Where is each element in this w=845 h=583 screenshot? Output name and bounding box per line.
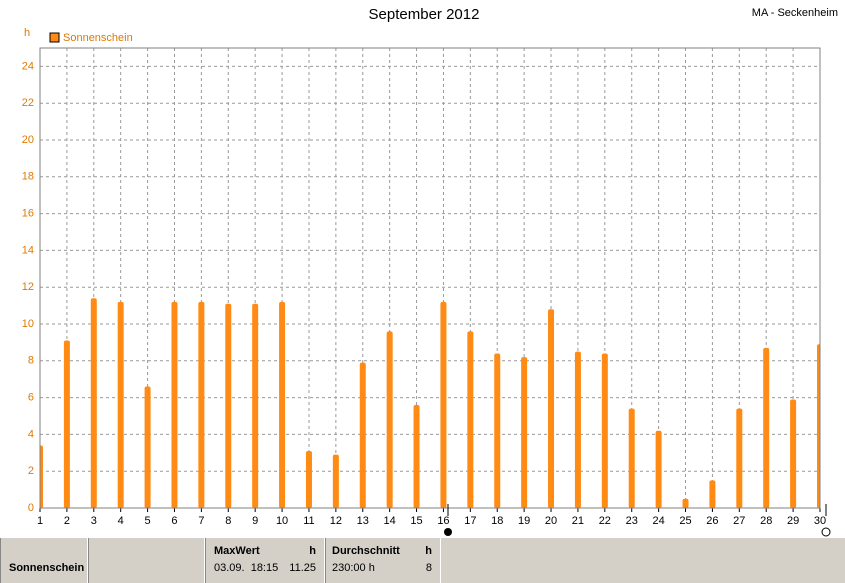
bar: [790, 399, 797, 508]
x-tick-label: 27: [733, 515, 745, 527]
x-tick-label: 22: [599, 515, 611, 527]
table-cell: MaxWert h 03.09. 18:15 11.25: [205, 538, 325, 583]
station: MA - Seckenheim: [752, 7, 838, 19]
x-tick-label: 10: [276, 515, 288, 527]
bar: [117, 301, 124, 508]
col-unit: h: [309, 545, 316, 557]
bar: [359, 362, 366, 508]
row-label: Sonnenschein: [9, 562, 85, 574]
y-tick-label: 4: [28, 428, 34, 440]
y-tick-label: 20: [22, 134, 34, 146]
y-tick-label: 2: [28, 465, 34, 477]
x-tick-label: 12: [330, 515, 342, 527]
x-tick-label: 23: [626, 515, 638, 527]
bar: [682, 498, 689, 508]
y-tick-label: 24: [22, 60, 34, 72]
x-tick-label: 2: [64, 515, 70, 527]
bar: [413, 404, 420, 508]
x-tick-label: 1: [37, 515, 43, 527]
x-tick-label: 30: [814, 515, 826, 527]
x-tick-label: 6: [171, 515, 177, 527]
x-tick-label: 15: [410, 515, 422, 527]
bar: [574, 351, 581, 508]
bar: [440, 301, 447, 508]
bar: [548, 309, 555, 508]
cell-value: 03.09. 18:15: [214, 562, 279, 574]
y-tick-label: 22: [22, 97, 34, 109]
y-tick-label: 18: [22, 171, 34, 183]
table-cell: Durchschnitt h 230:00 h 8: [325, 538, 441, 583]
x-tick-label: 9: [252, 515, 258, 527]
bar: [709, 480, 716, 508]
bar: [817, 344, 820, 508]
y-tick-label: 0: [28, 502, 34, 514]
bar: [225, 303, 232, 508]
x-tick-label: 17: [464, 515, 476, 527]
bar: [386, 331, 393, 508]
bar: [90, 298, 97, 508]
y-tick-label: 8: [28, 355, 34, 367]
x-tick-label: 29: [787, 515, 799, 527]
x-tick-label: 14: [384, 515, 396, 527]
x-tick-label: 3: [91, 515, 97, 527]
bar: [655, 430, 662, 508]
cell-value: 8: [425, 562, 432, 574]
x-tick-label: 25: [679, 515, 691, 527]
x-tick-label: 16: [437, 515, 449, 527]
summary-table: Sonnenschein MaxWert h 03.09. 18:15 11.2…: [0, 538, 845, 583]
marker-filled: [444, 528, 452, 536]
x-tick-label: 13: [357, 515, 369, 527]
x-tick-label: 26: [706, 515, 718, 527]
bar: [736, 408, 743, 508]
x-tick-label: 18: [491, 515, 503, 527]
cell-value: 11.25: [289, 562, 316, 574]
bar: [601, 353, 608, 508]
y-tick-label: 14: [22, 244, 34, 256]
x-tick-label: 5: [145, 515, 151, 527]
y-tick-label: 6: [28, 392, 34, 404]
x-tick-label: 11: [303, 515, 314, 527]
bar: [252, 303, 259, 508]
bar: [494, 353, 501, 508]
legend-label: Sonnenschein: [63, 32, 133, 44]
table-cell: Sonnenschein: [0, 538, 88, 583]
col-header: Durchschnitt: [332, 545, 400, 557]
bar: [279, 301, 286, 508]
cell-value: 230:00 h: [332, 562, 375, 574]
y-tick-label: 16: [22, 208, 34, 220]
x-tick-label: 24: [652, 515, 664, 527]
chart-title: September 2012: [369, 6, 480, 23]
y-tick-label: 12: [22, 281, 34, 293]
y-unit: h: [24, 27, 30, 39]
legend-swatch: [49, 32, 60, 43]
x-tick-label: 21: [572, 515, 584, 527]
x-tick-label: 8: [225, 515, 231, 527]
plot-frame: [39, 47, 821, 509]
y-tick-label: 10: [22, 318, 34, 330]
x-tick-label: 19: [518, 515, 530, 527]
bar: [467, 331, 474, 508]
bar: [763, 347, 770, 508]
x-tick-label: 20: [545, 515, 557, 527]
x-tick-label: 7: [198, 515, 204, 527]
bar: [198, 301, 205, 508]
table-cell: [88, 538, 205, 583]
chart: September 2012 MA - Seckenheim h Sonnens…: [22, 6, 838, 537]
marker-open: [821, 527, 831, 537]
bar: [63, 340, 70, 508]
bar: [171, 301, 178, 508]
bar: [332, 454, 339, 508]
bar: [628, 408, 635, 508]
col-unit: h: [425, 545, 432, 557]
bar: [305, 450, 312, 508]
col-header: MaxWert: [214, 545, 260, 557]
x-tick-label: 4: [118, 515, 124, 527]
bar: [40, 445, 43, 508]
bar: [521, 357, 528, 508]
x-tick-label: 28: [760, 515, 772, 527]
bar: [144, 386, 151, 508]
